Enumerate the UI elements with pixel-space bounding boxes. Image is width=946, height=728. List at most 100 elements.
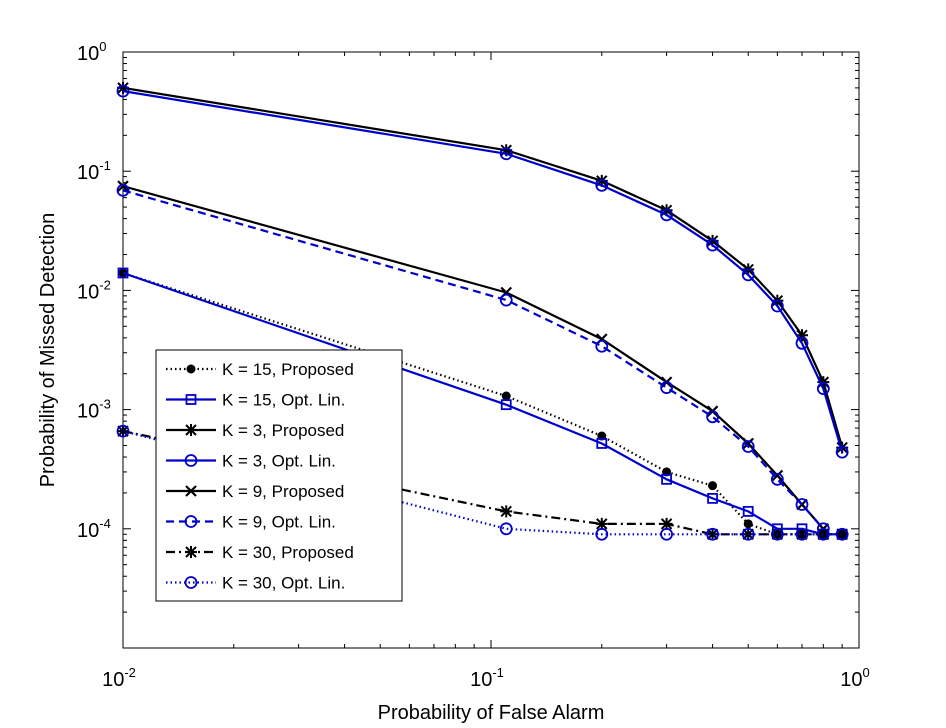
- data-point: [817, 376, 830, 389]
- data-point: [770, 299, 784, 313]
- legend-label: K = 15, Opt. Lin.: [222, 391, 345, 410]
- data-point: [184, 515, 198, 528]
- data-point: [742, 437, 754, 450]
- legend-label: K = 15, Proposed: [222, 360, 354, 379]
- data-point: [771, 469, 784, 482]
- data-point: [500, 144, 513, 157]
- data-point: [185, 394, 197, 405]
- y-tick-label: 10-1: [77, 158, 111, 184]
- data-point: [117, 180, 129, 192]
- data-point: [597, 431, 607, 441]
- series-line: [122, 189, 825, 530]
- data-point: [660, 517, 673, 530]
- data-point: [185, 424, 197, 436]
- x-tick-label: 100: [840, 665, 869, 691]
- data-point: [595, 527, 609, 541]
- data-point: [500, 399, 512, 411]
- data-point: [706, 410, 719, 424]
- legend-entry: K = 30, Proposed: [166, 543, 354, 562]
- legend-entry: K = 15, Proposed: [166, 360, 354, 379]
- legend-entry: K = 3, Proposed: [166, 421, 344, 440]
- data-point: [770, 472, 784, 486]
- data-point: [116, 84, 130, 98]
- data-point: [185, 485, 197, 497]
- legend: K = 15, Proposed K = 15, Opt. Lin. K = 3, …: [155, 349, 403, 602]
- data-point: [185, 546, 197, 558]
- data-point: [706, 527, 719, 541]
- data-point: [499, 147, 513, 161]
- data-point: [660, 381, 673, 394]
- legend-entry: K = 15, Opt. Lin.: [166, 391, 345, 410]
- data-point: [595, 517, 608, 530]
- y-tick-label: 10-2: [77, 277, 111, 303]
- series-line: [122, 271, 843, 536]
- data-point: [836, 528, 849, 541]
- series-line: [122, 430, 843, 536]
- legend-entry: K = 30, Opt. Lin.: [166, 574, 345, 593]
- data-point: [743, 519, 753, 529]
- data-point: [499, 293, 513, 307]
- data-point: [117, 267, 129, 279]
- legend-label: K = 9, Proposed: [222, 482, 344, 501]
- data-point: [707, 492, 718, 504]
- data-point: [836, 441, 849, 454]
- data-point: [184, 454, 198, 467]
- data-point: [595, 339, 609, 353]
- data-point: [116, 424, 130, 438]
- legend-entry: K = 9, Proposed: [166, 482, 344, 501]
- data-point: [501, 391, 511, 401]
- data-point: [795, 528, 808, 541]
- data-point: [595, 174, 608, 187]
- data-point: [660, 208, 673, 222]
- series-line: [122, 90, 844, 453]
- series-k-3-opt-lin: [116, 84, 849, 459]
- legend-label: K = 30, Proposed: [222, 543, 354, 562]
- legend-box: [155, 349, 403, 602]
- data-point: [706, 234, 719, 247]
- ticks-layer: 10-2 10-1 100 10-4 10-3 10-2 10-1 100: [77, 39, 870, 691]
- y-axis-label: Probability of Missed Detection: [37, 213, 59, 488]
- data-point: [741, 268, 755, 282]
- data-point: [817, 528, 830, 541]
- y-tick-label: 10-4: [77, 516, 111, 542]
- data-point: [706, 528, 719, 541]
- legend-label: K = 30, Opt. Lin.: [222, 574, 345, 593]
- y-tick-label: 10-3: [77, 397, 111, 423]
- data-point: [708, 481, 718, 491]
- legend-label: K = 3, Opt. Lin.: [222, 452, 336, 471]
- data-point: [816, 527, 830, 541]
- data-point: [835, 527, 849, 541]
- data-point: [741, 527, 755, 541]
- data-point: [595, 179, 609, 192]
- data-point: [795, 527, 809, 541]
- x-axis-label: Probability of False Alarm: [378, 702, 605, 724]
- series-k-9-opt-lin: [116, 184, 830, 536]
- data-point: [116, 184, 130, 197]
- series-line: [122, 86, 844, 448]
- data-point: [816, 382, 830, 396]
- data-point: [835, 445, 849, 459]
- y-tick-label: 100: [77, 39, 106, 65]
- x-tick-label: 10-2: [102, 665, 136, 691]
- data-point: [706, 238, 719, 252]
- data-point: [742, 528, 755, 541]
- data-point: [660, 527, 673, 541]
- data-point: [742, 505, 754, 517]
- data-point: [596, 438, 608, 449]
- legend-entry: K = 9, Opt. Lin.: [166, 513, 336, 532]
- data-point: [795, 498, 809, 511]
- data-point: [500, 505, 513, 518]
- legend-label: K = 3, Proposed: [222, 421, 344, 440]
- data-point: [795, 329, 808, 342]
- data-point: [499, 522, 513, 536]
- data-point: [184, 576, 198, 589]
- data-point: [661, 473, 672, 485]
- series-line: [122, 430, 843, 536]
- data-point: [186, 364, 196, 374]
- legend-entry: K = 3, Opt. Lin.: [166, 452, 336, 471]
- data-point: [741, 440, 755, 453]
- data-point: [770, 527, 784, 541]
- data-point: [795, 336, 809, 350]
